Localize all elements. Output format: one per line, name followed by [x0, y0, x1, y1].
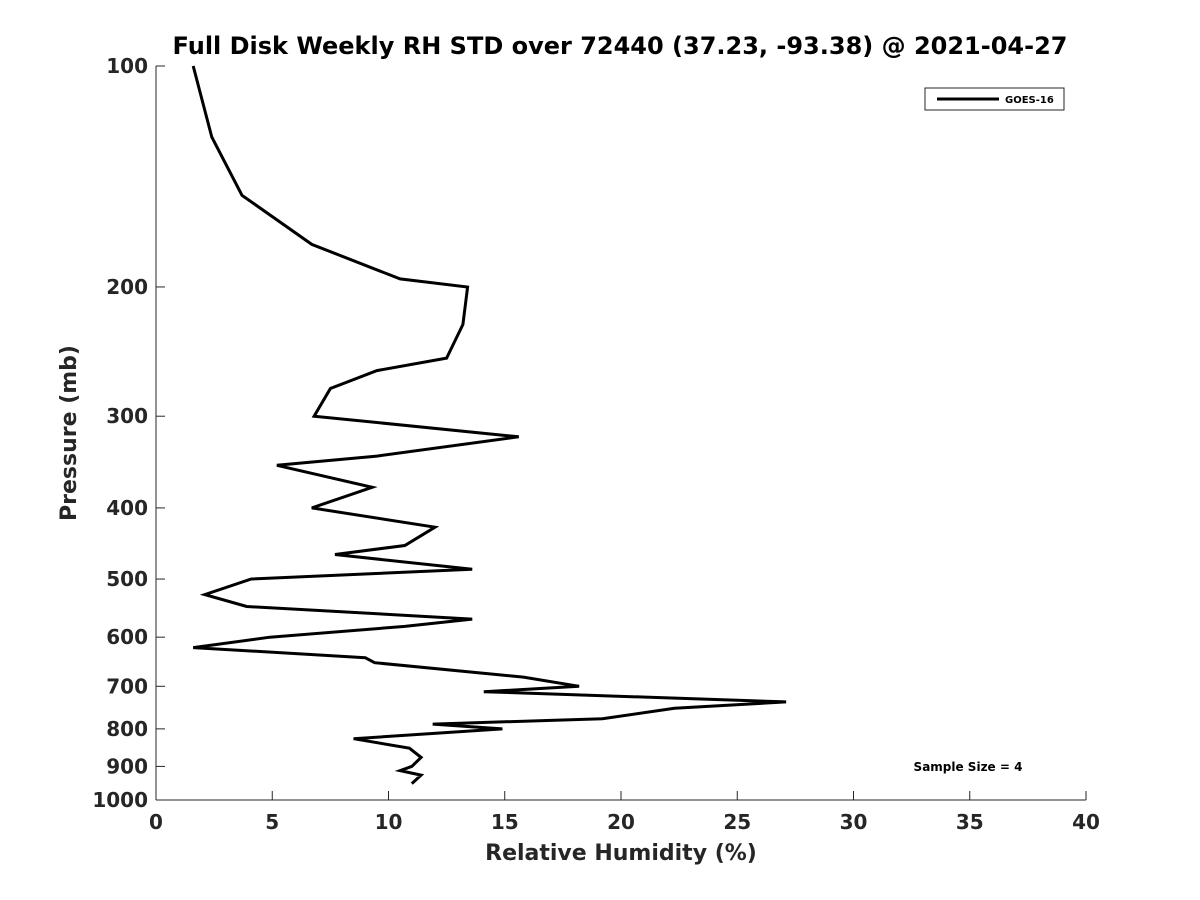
- y-axis-label: Pressure (mb): [57, 345, 82, 521]
- y-tick-label: 500: [106, 567, 148, 591]
- x-tick-label: 20: [607, 810, 635, 834]
- y-tick-label: 800: [106, 717, 148, 741]
- y-ticks: 100 200 300 400 500 600 700 800 900 1000: [92, 54, 165, 812]
- y-tick-label: 100: [106, 54, 148, 78]
- series-group: [191, 65, 787, 785]
- series-line-goes-16: [191, 65, 787, 785]
- chart-title: Full Disk Weekly RH STD over 72440 (37.2…: [173, 32, 1068, 60]
- sample-size-annotation: Sample Size = 4: [914, 760, 1023, 774]
- x-tick-label: 30: [840, 810, 868, 834]
- x-tick-label: 5: [265, 810, 279, 834]
- y-tick-label: 900: [106, 754, 148, 778]
- y-tick-label: 1000: [92, 788, 148, 812]
- x-tick-label: 25: [723, 810, 751, 834]
- y-tick-label: 300: [106, 404, 148, 428]
- x-ticks: 0 5 10 15 20 25 30 35 40: [149, 791, 1100, 834]
- x-axis-label: Relative Humidity (%): [485, 841, 757, 866]
- x-tick-label: 15: [491, 810, 519, 834]
- x-tick-label: 0: [149, 810, 163, 834]
- y-tick-label: 700: [106, 674, 148, 698]
- x-tick-label: 35: [956, 810, 984, 834]
- x-tick-label: 10: [375, 810, 403, 834]
- x-tick-label: 40: [1072, 810, 1100, 834]
- y-tick-label: 600: [106, 625, 148, 649]
- y-tick-label: 200: [106, 275, 148, 299]
- y-tick-label: 400: [106, 496, 148, 520]
- legend-label: GOES-16: [1005, 95, 1054, 106]
- legend: GOES-16: [924, 87, 1065, 111]
